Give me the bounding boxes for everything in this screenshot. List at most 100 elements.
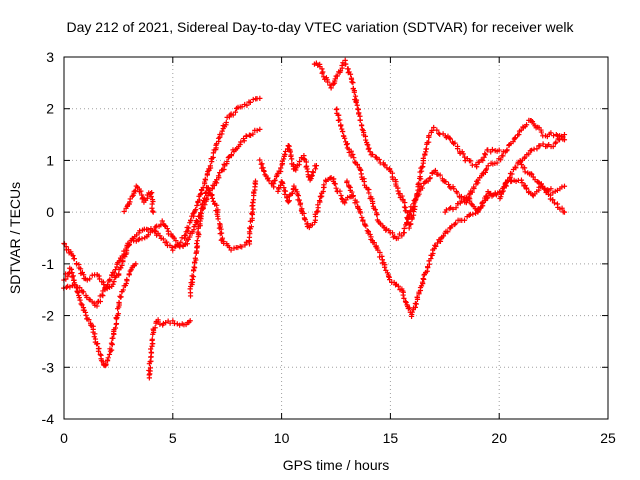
data-point (157, 321, 163, 327)
data-point (443, 207, 450, 213)
data-point (224, 158, 230, 165)
data-point (348, 148, 354, 154)
data-point (429, 127, 435, 134)
data-point (78, 301, 84, 307)
data-point (138, 188, 144, 194)
data-point (148, 194, 154, 200)
data-point (339, 128, 346, 135)
data-point (408, 313, 415, 320)
data-point (118, 294, 124, 300)
data-point (296, 158, 303, 165)
data-point (480, 157, 486, 164)
data-point (494, 160, 500, 166)
data-point (402, 199, 408, 206)
data-point (434, 240, 441, 246)
data-point (523, 186, 530, 192)
x-tick-label: 5 (169, 430, 177, 446)
data-point (463, 195, 470, 201)
data-point (497, 189, 503, 195)
data-point (399, 193, 405, 199)
data-point (420, 155, 426, 161)
data-point (288, 153, 294, 160)
data-series (61, 57, 568, 381)
data-point (120, 253, 127, 259)
data-point (133, 261, 139, 267)
data-point (451, 186, 457, 192)
data-point (548, 130, 554, 136)
data-point (337, 68, 344, 74)
data-point (159, 218, 165, 224)
data-point (357, 117, 363, 123)
data-point (469, 189, 475, 195)
y-tick-label: -1 (42, 256, 55, 272)
data-point (228, 247, 234, 253)
data-point (157, 233, 163, 239)
data-point (450, 206, 456, 212)
data-point (214, 202, 220, 208)
data-point (199, 201, 206, 207)
data-point (349, 79, 355, 85)
y-tick-label: 1 (46, 152, 54, 168)
data-point (201, 195, 208, 201)
data-point (95, 348, 102, 354)
data-point (148, 350, 155, 356)
data-point (194, 240, 200, 247)
data-point (418, 168, 425, 174)
data-point (87, 276, 93, 282)
data-point (453, 220, 459, 226)
data-point (458, 198, 464, 204)
data-point (160, 236, 166, 242)
data-point (475, 177, 481, 183)
data-point (282, 152, 288, 158)
data-point (315, 202, 321, 208)
x-tick-label: 15 (383, 430, 399, 446)
data-point (113, 320, 120, 327)
data-point (116, 300, 122, 306)
series-track-7 (257, 142, 320, 190)
data-point (119, 262, 125, 268)
data-point (209, 195, 216, 201)
data-point (126, 242, 132, 248)
data-point (111, 270, 117, 276)
data-point (191, 265, 198, 271)
data-point (97, 351, 103, 358)
data-point (399, 233, 405, 239)
data-point (347, 71, 354, 77)
data-point (382, 162, 388, 168)
data-point (550, 143, 556, 150)
data-point (377, 249, 383, 256)
data-point (289, 156, 295, 162)
data-point (504, 147, 510, 153)
data-point (485, 195, 491, 201)
data-point (170, 318, 176, 324)
data-point (489, 146, 496, 153)
data-point (247, 99, 253, 106)
data-point (127, 196, 133, 202)
data-point (200, 197, 207, 204)
data-point (203, 189, 209, 195)
data-point (364, 228, 370, 234)
data-point (194, 243, 201, 249)
data-point (431, 124, 437, 131)
data-point (446, 135, 453, 141)
series-track-3 (61, 126, 263, 309)
data-point (94, 303, 100, 309)
data-point (426, 132, 432, 139)
data-point (343, 142, 350, 148)
data-point (76, 295, 82, 301)
series-track-13 (518, 161, 568, 196)
data-point (320, 69, 326, 75)
data-point (349, 189, 355, 195)
data-point (447, 136, 453, 142)
data-point (343, 61, 349, 67)
data-point (266, 178, 272, 184)
data-point (289, 190, 296, 196)
data-point (363, 223, 369, 229)
data-point (316, 198, 323, 204)
data-point (328, 85, 334, 91)
data-point (561, 209, 568, 215)
series-track-1 (61, 95, 263, 292)
data-point (296, 197, 302, 203)
data-point (243, 239, 250, 245)
data-point (86, 296, 92, 302)
